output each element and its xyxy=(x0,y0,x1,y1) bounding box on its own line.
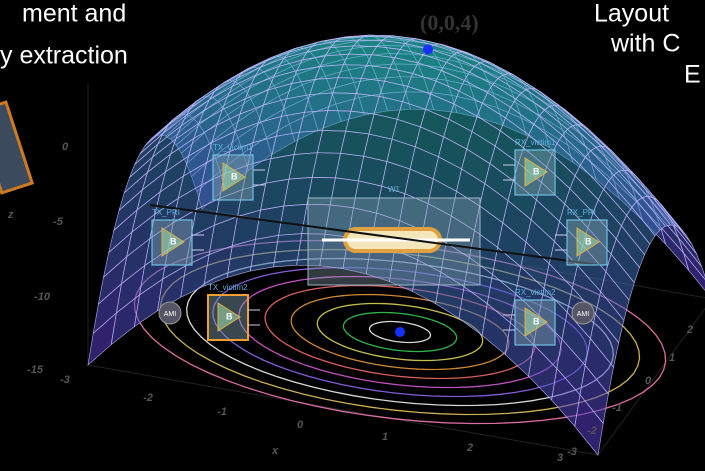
y-tick-label: 1 xyxy=(669,352,675,364)
peak-label: (0,0,4) xyxy=(420,10,479,35)
header-right: with C xyxy=(610,30,680,58)
x-tick-label: 2 xyxy=(466,442,473,454)
block-symbol: B xyxy=(170,236,177,246)
wire-label: W1 xyxy=(388,185,401,194)
block-label: TX_victim2 xyxy=(208,283,248,292)
block-symbol: B xyxy=(533,316,540,326)
block-symbol: B xyxy=(585,236,592,246)
z-tick-label: -10 xyxy=(34,291,51,303)
block-label: TX_PRI xyxy=(152,208,180,217)
x-tick-label: 0 xyxy=(297,419,304,431)
ami-label: AMI xyxy=(577,311,590,318)
block-symbol: B xyxy=(226,311,233,321)
x-tick-label: 1 xyxy=(382,431,388,443)
block-label: RX_victim2 xyxy=(515,288,556,297)
point xyxy=(423,44,433,54)
x-tick-label: -2 xyxy=(143,392,153,404)
x-axis-label: x xyxy=(271,445,279,457)
header-left: ment and xyxy=(22,0,126,28)
x-tick-label: -1 xyxy=(217,406,227,418)
point xyxy=(395,327,405,337)
block-label: RX_victim1 xyxy=(515,138,556,147)
block-symbol: B xyxy=(533,166,540,176)
y-tick-label: 0 xyxy=(645,375,652,387)
z-axis-label: z xyxy=(7,209,14,221)
ami-label: AMI xyxy=(164,311,177,318)
z-tick-label: -15 xyxy=(27,364,44,376)
header-right: E xyxy=(684,61,701,89)
block-label: TX_victim1 xyxy=(213,143,253,152)
header-right: Layout xyxy=(594,0,669,28)
z-tick-label: -5 xyxy=(53,216,64,228)
x-tick-label: -3 xyxy=(60,374,70,386)
x-tick-label: 3 xyxy=(557,452,563,464)
y-tick-label: -3 xyxy=(567,446,577,458)
block-label: RX_PRI xyxy=(567,208,596,217)
y-tick-label: -1 xyxy=(612,402,622,414)
block-symbol: B xyxy=(231,171,238,181)
z-tick-label: 0 xyxy=(62,141,69,153)
y-tick-label: -2 xyxy=(587,425,597,437)
header-left: y extraction xyxy=(0,42,128,70)
y-tick-label: 2 xyxy=(686,324,693,336)
